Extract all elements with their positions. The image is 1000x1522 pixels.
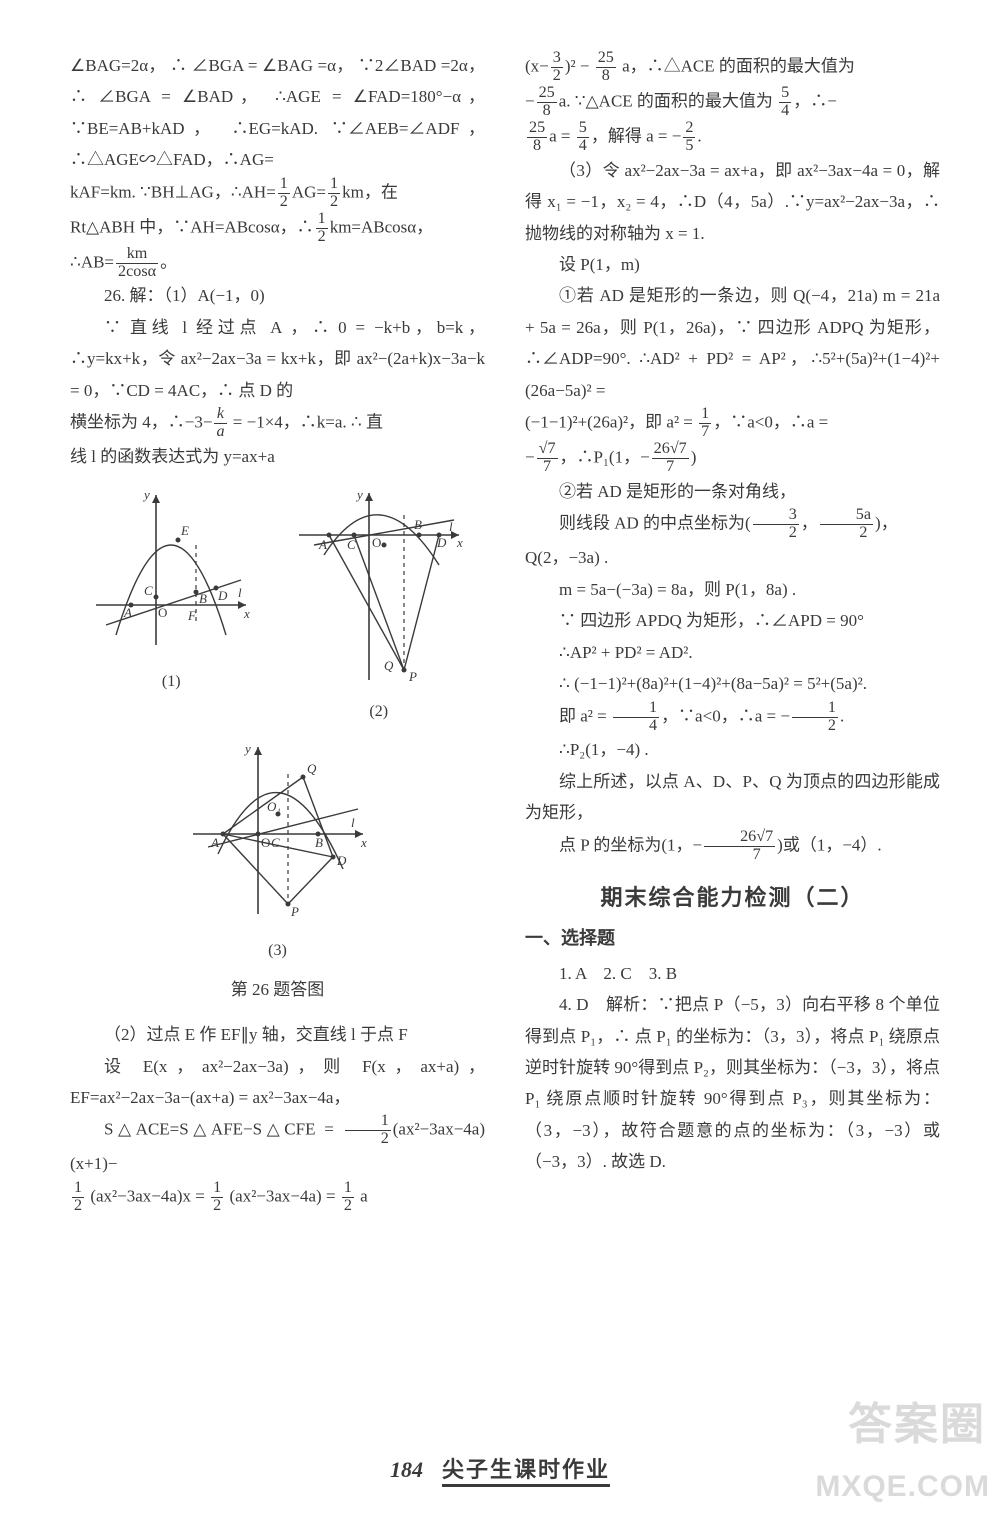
para: 即 a² = 14，∵a<0，∴a = −12.: [525, 700, 940, 735]
para: （3）令 ax²−2ax−3a = ax+a，即 ax²−3ax−4a = 0，…: [525, 155, 940, 249]
svg-text:C: C: [347, 537, 356, 552]
para: kAF=km. ∵BH⊥AG，∴AH=12AG=12km，在: [70, 176, 485, 211]
svg-text:D: D: [217, 588, 228, 603]
svg-text:P: P: [408, 669, 417, 684]
para: 设 P(1，m): [525, 249, 940, 280]
svg-text:x: x: [360, 835, 367, 850]
svg-text:A: A: [318, 537, 327, 552]
footer-title: 尖子生课时作业: [442, 1457, 610, 1487]
figure-3-label: (3): [183, 936, 373, 966]
para: 12 (ax²−3ax−4a)x = 12 (ax²−3ax−4a) = 12 …: [70, 1180, 485, 1215]
para: ②若 AD 是矩形的一条对角线，: [525, 476, 940, 507]
para: 设 E(x，ax²−2ax−3a)，则 F(x，ax+a)，EF=ax²−2ax…: [70, 1051, 485, 1114]
svg-text:O: O: [372, 535, 381, 550]
para: 1. A 2. C 3. B: [525, 958, 940, 989]
svg-text:O: O: [261, 835, 270, 850]
para: ∴AB=km2cosα。: [70, 246, 485, 281]
svg-text:A: A: [123, 605, 132, 620]
figure-2: A C O B D l Q P x y (2): [289, 485, 469, 727]
svg-text:D: D: [336, 853, 347, 868]
para: ①若 AD 是矩形的一条边，则 Q(−4，21a) m = 21a + 5a =…: [525, 280, 940, 406]
para: ∴AP² + PD² = AD².: [525, 637, 940, 668]
svg-text:F: F: [187, 608, 197, 623]
svg-text:O₁: O₁: [267, 799, 281, 814]
page-number: 184: [390, 1457, 423, 1482]
svg-text:y: y: [243, 741, 251, 756]
svg-text:B: B: [199, 591, 207, 606]
para: Rt△ABH 中，∵AH=ABcosα，∴12km=ABcosα，: [70, 211, 485, 246]
svg-text:C: C: [144, 583, 153, 598]
para: ∵ 直线 l 经过点 A ，∴ 0 = −k+b，b=k，∴y=kx+k，令 a…: [70, 312, 485, 406]
figure-caption: 第 26 题答图: [70, 974, 485, 1005]
figure-2-label: (2): [289, 697, 469, 727]
svg-text:l: l: [351, 815, 355, 830]
watermark-logo: 答案圈: [848, 1388, 986, 1452]
svg-text:Q: Q: [307, 761, 317, 776]
watermark-url: MXQE.COM: [815, 1470, 990, 1504]
figure-row-2: A O O₁ C Q B D l P x y (3): [70, 739, 485, 966]
svg-text:Q: Q: [384, 658, 394, 673]
para: 258a = 54，解得 a = −25.: [525, 120, 940, 155]
section-heading: 期末综合能力检测（二）: [525, 878, 940, 919]
para: ∴ (−1−1)²+(8a)²+(1−4)²+(8a−5a)² = 5²+(5a…: [525, 668, 940, 699]
para: （2）过点 E 作 EF∥y 轴，交直线 l 于点 F: [70, 1019, 485, 1050]
para: 点 P 的坐标为(1，−26√77)或（1，−4）.: [525, 829, 940, 864]
para: m = 5a−(−3a) = 8a，则 P(1，8a) .: [525, 574, 940, 605]
para: −√77，∴P₁(1，−26√77): [525, 441, 940, 476]
para: 26. 解：（1）A(−1，0): [70, 280, 485, 311]
svg-text:x: x: [243, 606, 250, 621]
svg-text:C: C: [271, 835, 280, 850]
para: Q(2，−3a) .: [525, 542, 940, 573]
svg-text:O: O: [158, 605, 167, 620]
para: 则线段 AD 的中点坐标为(32，5a2)，: [525, 507, 940, 542]
para: (x−32)² − 258 a，∴△ACE 的面积的最大值为: [525, 50, 940, 85]
page: ∠BAG=2α， ∴ ∠BGA = ∠BAG =α， ∵2∠BAD =2α， ∴…: [0, 0, 1000, 1522]
para: 线 l 的函数表达式为 y=ax+a: [70, 441, 485, 472]
svg-text:y: y: [355, 487, 363, 502]
para: ∵ 四边形 APDQ 为矩形，∴∠APD = 90°: [525, 605, 940, 636]
para: S△ACE=S△AFE−S△CFE = 12(ax²−3ax−4a)(x+1)−: [70, 1113, 485, 1179]
para: ∠BAG=2α， ∴ ∠BGA = ∠BAG =α， ∵2∠BAD =2α， ∴…: [70, 50, 485, 176]
svg-text:D: D: [436, 535, 447, 550]
para: ∴P₂(1，−4) .: [525, 734, 940, 765]
figure-1: A C E B D F l x y O (1): [86, 485, 256, 727]
svg-text:l: l: [449, 519, 453, 534]
svg-text:E: E: [180, 523, 189, 538]
para: 综上所述，以点 A、D、P、Q 为顶点的四边形能成为矩形，: [525, 766, 940, 829]
svg-text:P: P: [290, 904, 299, 919]
svg-text:l: l: [238, 585, 242, 600]
para: 4. D 解析：∵把点 P（−5，3）向右平移 8 个单位得到点 P₁，∴ 点 …: [525, 989, 940, 1178]
figure-row-1: A C E B D F l x y O (1): [70, 485, 485, 727]
svg-text:x: x: [456, 535, 463, 550]
svg-text:y: y: [142, 487, 150, 502]
para: −258a. ∵△ACE 的面积的最大值为 54，∴−: [525, 85, 940, 120]
para: (−1−1)²+(26a)²，即 a² = 17，∵a<0，∴a =: [525, 406, 940, 441]
subheading: 一、选择题: [525, 922, 940, 955]
left-column: ∠BAG=2α， ∴ ∠BGA = ∠BAG =α， ∵2∠BAD =2α， ∴…: [70, 50, 485, 1442]
figure-1-label: (1): [86, 667, 256, 697]
svg-text:B: B: [414, 517, 422, 532]
figure-3: A O O₁ C Q B D l P x y (3): [183, 739, 373, 966]
svg-text:B: B: [315, 835, 323, 850]
para: 横坐标为 4，∴−3−ka = −1×4，∴k=a. ∴ 直: [70, 406, 485, 441]
svg-text:A: A: [210, 835, 219, 850]
right-column: (x−32)² − 258 a，∴△ACE 的面积的最大值为 −258a. ∵△…: [525, 50, 940, 1442]
